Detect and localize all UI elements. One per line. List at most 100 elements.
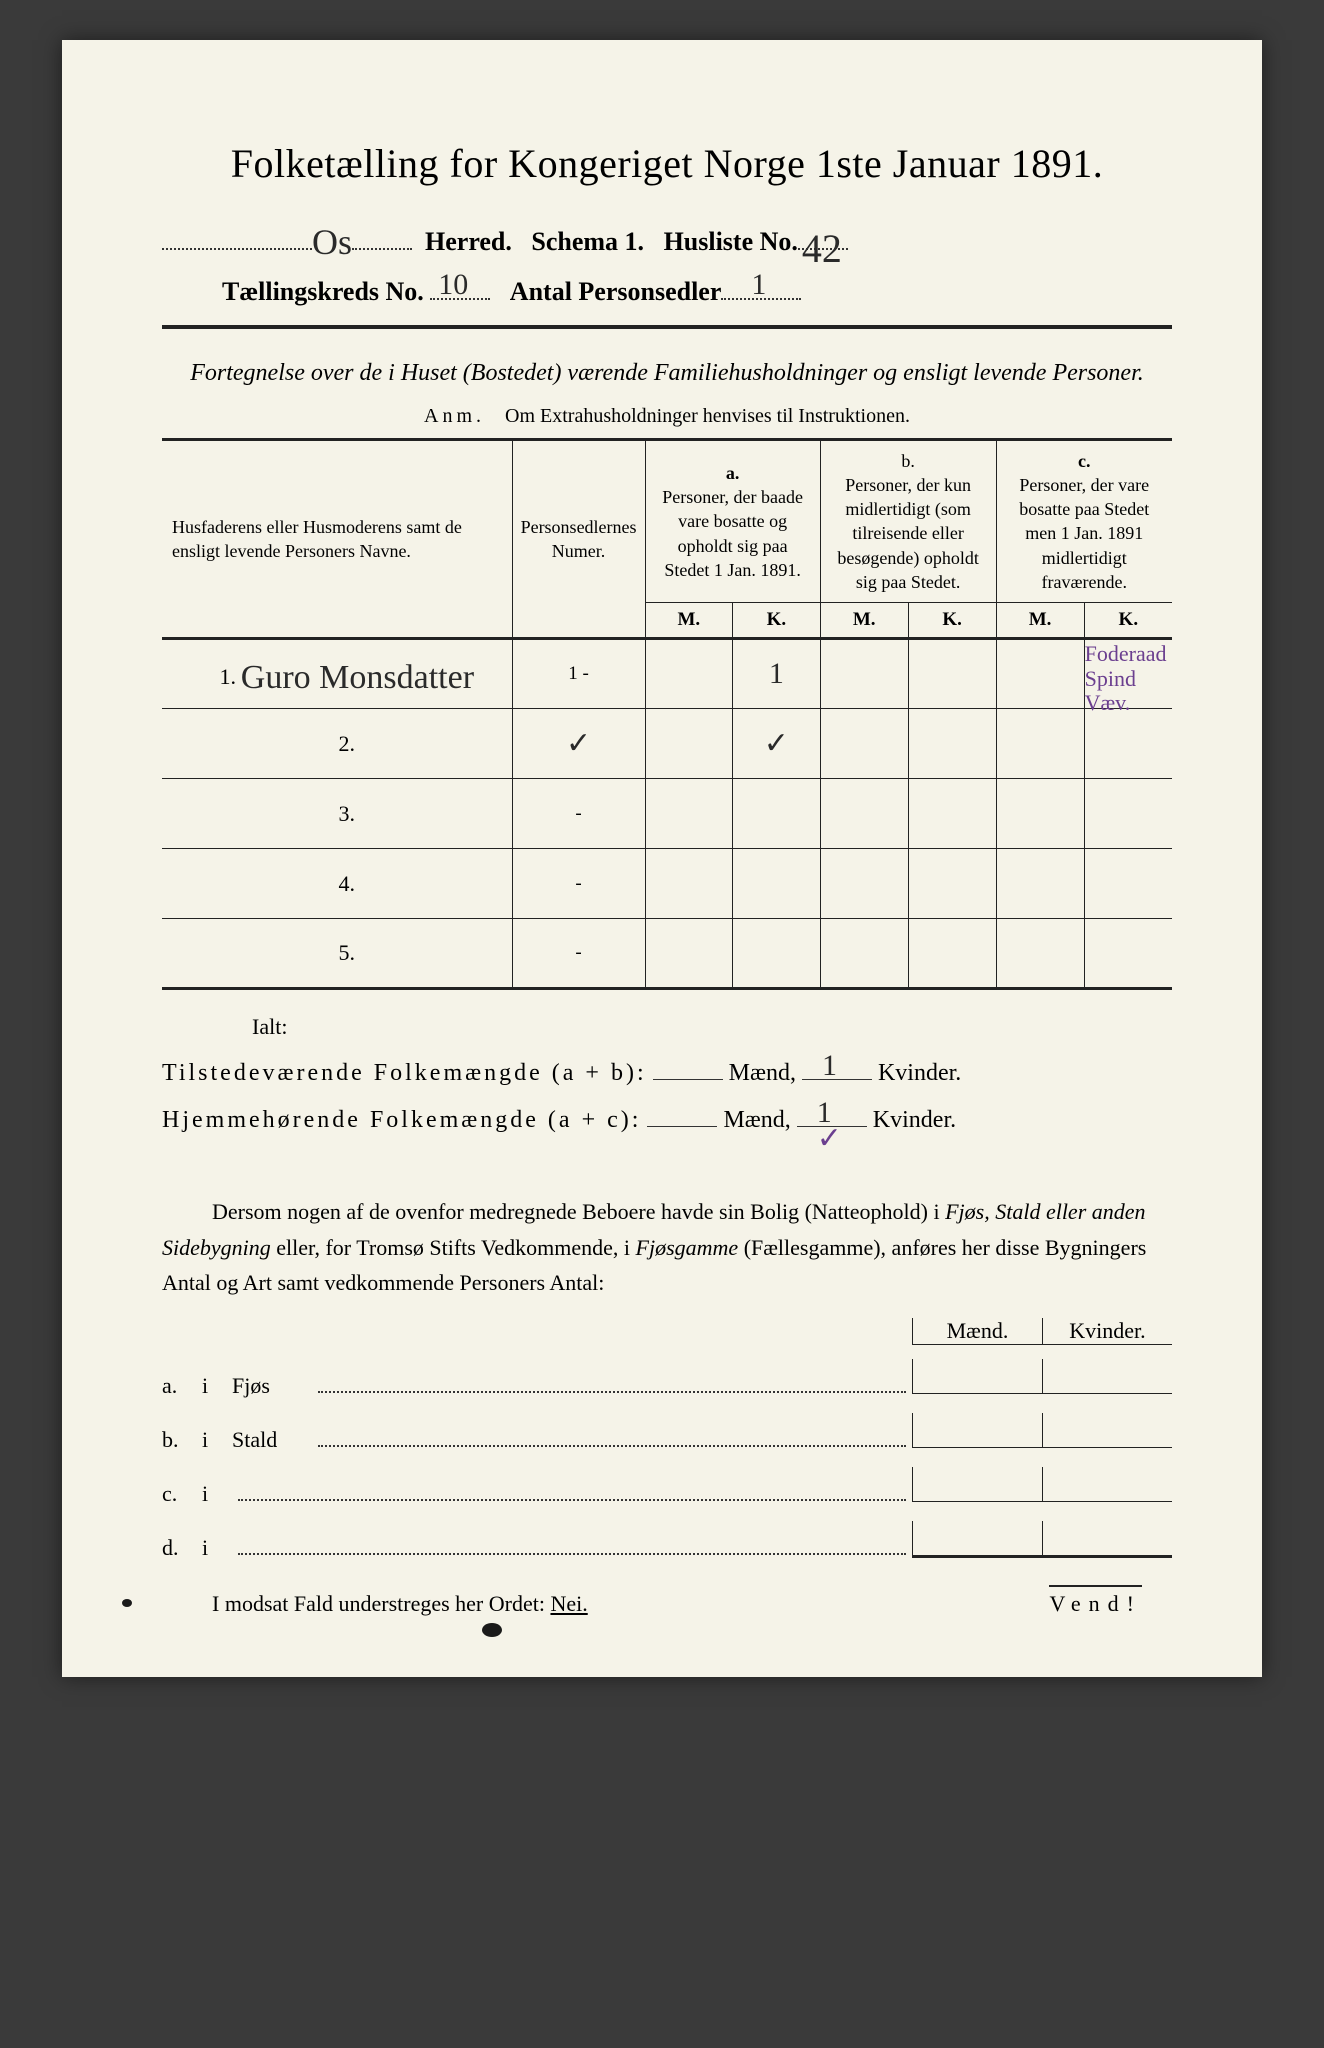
census-form-page: Folketælling for Kongeriget Norge 1ste J… <box>62 40 1262 1677</box>
row-am <box>645 849 732 919</box>
row-am <box>645 779 732 849</box>
side-row: b. i Stald <box>162 1413 1172 1453</box>
b-m: M. <box>820 603 908 639</box>
herred-label: Herred. <box>425 227 512 257</box>
herred-value: Os <box>312 221 352 263</box>
side-building-table: Mænd. Kvinder. a. i Fjøs b. i Stald c. i… <box>162 1318 1172 1561</box>
side-cols <box>912 1359 1172 1394</box>
col-c-text: Personer, der vare bosatte paa Stedet me… <box>1003 473 1166 594</box>
schema-label: Schema 1. <box>531 227 644 257</box>
row-bk <box>908 709 996 779</box>
home-label: Hjemmehørende Folkemængde (a + c): <box>162 1107 641 1134</box>
anm-text: Om Extrahusholdninger henvises til Instr… <box>505 405 910 427</box>
antal-label: Antal Personsedler <box>510 277 722 307</box>
side-rule-top <box>162 1344 1172 1345</box>
home-m-blank <box>647 1103 717 1127</box>
table-row: 4. - <box>162 849 1172 919</box>
row-bk <box>908 639 996 709</box>
side-dots <box>238 1475 906 1501</box>
side-dots <box>318 1367 906 1393</box>
home-k-blank: 1 ✓ <box>797 1103 867 1127</box>
side-dots <box>238 1529 906 1555</box>
home-tick: ✓ <box>817 1121 842 1156</box>
present-m-blank <box>653 1056 723 1080</box>
row-ak: ✓ <box>733 709 821 779</box>
row-cm <box>996 709 1084 779</box>
row-ck: Foderaad Spind Væv. <box>1084 639 1172 709</box>
kreds-blank: 10 <box>430 271 490 300</box>
subtitle: Fortegnelse over de i Huset (Bostedet) v… <box>162 355 1172 391</box>
row-ak-val: 1 <box>769 657 784 690</box>
row-bm <box>820 849 908 919</box>
side-row: d. i <box>162 1521 1172 1561</box>
husliste-label: Husliste No. <box>664 227 798 257</box>
present-row: Tilstedeværende Folkemængde (a + b): Mæn… <box>162 1056 1172 1087</box>
row-numer: ✓ <box>512 709 645 779</box>
maend-label-2: Mænd, <box>723 1107 790 1134</box>
kvinder-label-2: Kvinder. <box>873 1107 956 1134</box>
totals-block: Ialt: Tilstedeværende Folkemængde (a + b… <box>162 1014 1172 1134</box>
col-numer-header: Personsedlernes Numer. <box>512 439 645 639</box>
row-idx: 3. <box>319 801 356 826</box>
table-row: 3. - <box>162 779 1172 849</box>
maend-label: Mænd, <box>729 1060 796 1087</box>
row-idx: 4. <box>319 871 356 896</box>
side-cols <box>912 1413 1172 1448</box>
present-k-blank: 1 <box>802 1056 872 1080</box>
row-cm <box>996 639 1084 709</box>
row-ck <box>1084 919 1172 989</box>
row-idx: 5. <box>319 940 356 965</box>
row-ak <box>733 779 821 849</box>
ialt-label: Ialt: <box>162 1014 1172 1040</box>
side-i: i <box>202 1481 232 1507</box>
row-bk <box>908 849 996 919</box>
side-i: i <box>202 1427 232 1453</box>
side-a: b. <box>162 1427 202 1453</box>
row-cm <box>996 919 1084 989</box>
row-cm <box>996 849 1084 919</box>
present-label: Tilstedeværende Folkemængde (a + b): <box>162 1060 647 1087</box>
table-row: 2. ✓ ✓ <box>162 709 1172 779</box>
side-head: Mænd. Kvinder. <box>162 1318 1172 1344</box>
home-row: Hjemmehørende Folkemængde (a + c): Mænd,… <box>162 1103 1172 1134</box>
side-text: Stald <box>232 1427 312 1453</box>
kreds-label: Tællingskreds No. <box>222 277 424 307</box>
side-a: a. <box>162 1373 202 1399</box>
a-k: K. <box>733 603 821 639</box>
ink-blot <box>122 1599 132 1607</box>
a-m: M. <box>645 603 732 639</box>
vend-label: Vend! <box>1049 1585 1142 1617</box>
anm-prefix: Anm. <box>424 405 485 427</box>
antal-value: 1 <box>751 268 766 302</box>
row-idx: 2. <box>319 731 356 756</box>
row-numer: - <box>512 779 645 849</box>
side-text: Fjøs <box>232 1373 312 1399</box>
row-am <box>645 709 732 779</box>
header-line-2: Tællingskreds No. 10 Antal Personsedler … <box>162 271 1172 307</box>
rule-1 <box>162 325 1172 329</box>
row-name-cell: 3. <box>162 779 512 849</box>
row-name-cell: 1. Guro Monsdatter <box>162 639 512 709</box>
row-numer-val: 1 - <box>568 663 589 684</box>
table-row: 5. - <box>162 919 1172 989</box>
nei-word: Nei. <box>550 1591 587 1616</box>
main-table: Husfaderens eller Husmoderens samt de en… <box>162 438 1172 991</box>
ink-blot <box>482 1623 502 1637</box>
row-bk <box>908 919 996 989</box>
col-b-text: Personer, der kun midlertidigt (som tilr… <box>827 473 990 594</box>
col-b-header: b. Personer, der kun midlertidigt (som t… <box>820 439 996 603</box>
nei-line: I modsat Fald understreges her Ordet: Ne… <box>162 1591 1172 1617</box>
row-numer-val: ✓ <box>566 727 591 760</box>
side-i: i <box>202 1373 232 1399</box>
row-bm <box>820 709 908 779</box>
row-numer: - <box>512 919 645 989</box>
row-bm <box>820 779 908 849</box>
c-k: K. <box>1084 603 1172 639</box>
col-names-text: Husfaderens eller Husmoderens samt de en… <box>172 517 462 561</box>
row-name: Guro Monsdatter <box>241 659 474 696</box>
row-ak <box>733 849 821 919</box>
side-a: c. <box>162 1481 202 1507</box>
b-k: K. <box>908 603 996 639</box>
row-ck <box>1084 709 1172 779</box>
col-names-header: Husfaderens eller Husmoderens samt de en… <box>162 439 512 639</box>
